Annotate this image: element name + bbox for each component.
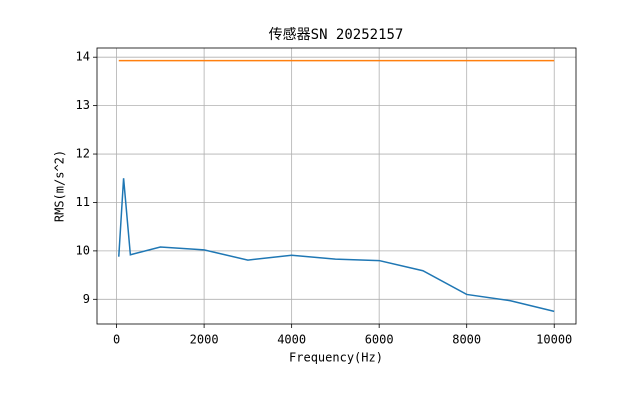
x-tick-label: 2000 [190,333,219,347]
x-axis-label: Frequency(Hz) [289,351,383,365]
plot-frame [96,47,577,325]
line-series [118,178,555,313]
y-tick-label: 11 [76,195,90,209]
x-tick-label: 4000 [277,333,306,347]
y-tick-label: 9 [83,292,90,306]
y-tick-label: 12 [76,147,90,161]
x-tick-label: 0 [113,333,120,347]
y-axis-label: RMS(m/s^2) [53,150,67,222]
y-tick-label: 14 [76,50,90,64]
y-tick-label: 10 [76,243,90,257]
x-tick-label: 8000 [452,333,481,347]
y-tick-label: 13 [76,98,90,112]
x-tick-label: 10000 [536,333,572,347]
x-tick-label: 6000 [365,333,394,347]
chart-title: 传感器SN 20252157 [269,26,404,43]
